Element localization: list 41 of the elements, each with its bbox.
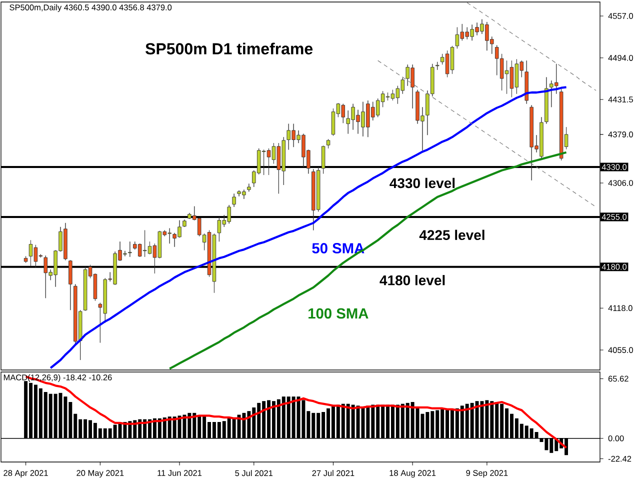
text: SP500m D1 timeframe [146,42,313,54]
candlestick [544,76,548,124]
x-tick-label: 9 Sep 2021 [466,470,508,478]
candlestick [128,241,132,258]
y-tick-label: 4379.0 [608,132,633,138]
y-tick-label: 4557.0 [608,13,633,19]
candlestick [68,260,72,310]
candlestick [182,219,186,228]
annotation: 4225 level [419,230,484,240]
series-label: 50 SMA [312,243,364,254]
y-tick-label: 65.62 [608,376,628,382]
candlestick [524,60,528,104]
candlestick [247,183,251,192]
candlestick [232,193,236,208]
annotation: 4180 level [380,275,445,286]
y-tick-label: 4055.0 [608,347,633,353]
candlestick [24,256,28,264]
x-tick-label: 5 Jul 2021 [235,470,273,476]
ref-line-label: 4330.0 [602,164,627,170]
y-tick-label: -22.42 [608,456,632,462]
x-tick-label: 18 Aug 2021 [390,470,436,478]
y-tick-label: 4306.0 [608,180,633,186]
x-tick-label: 27 Jul 2021 [312,470,354,476]
candlestick [435,62,440,70]
x-tick-label: 28 Apr 2021 [4,470,48,478]
y-tick-label: 4118.0 [608,305,632,312]
y-tick-label: 0.00 [608,435,624,442]
y-tick-label: 4494.0 [608,54,633,61]
line-series [168,151,568,370]
series-label: 100 SMA [308,308,368,319]
y-tick-label: 4431.5 [608,96,633,102]
candlestick [326,138,330,149]
x-tick-label: 11 Jun 2021 [158,470,202,476]
annotation: 4330 level [390,178,455,188]
ref-line-label: 4255.0 [602,214,627,220]
candlestick [321,146,326,174]
x-tick-label: 20 May 2021 [76,470,124,478]
chart-subtitle: SP500m,Daily 4360.5 4390.0 4356.8 4379.0 [10,4,172,12]
line-series [466,2,596,91]
line-series [378,60,596,208]
ref-line-label: 4180.0 [602,264,627,270]
